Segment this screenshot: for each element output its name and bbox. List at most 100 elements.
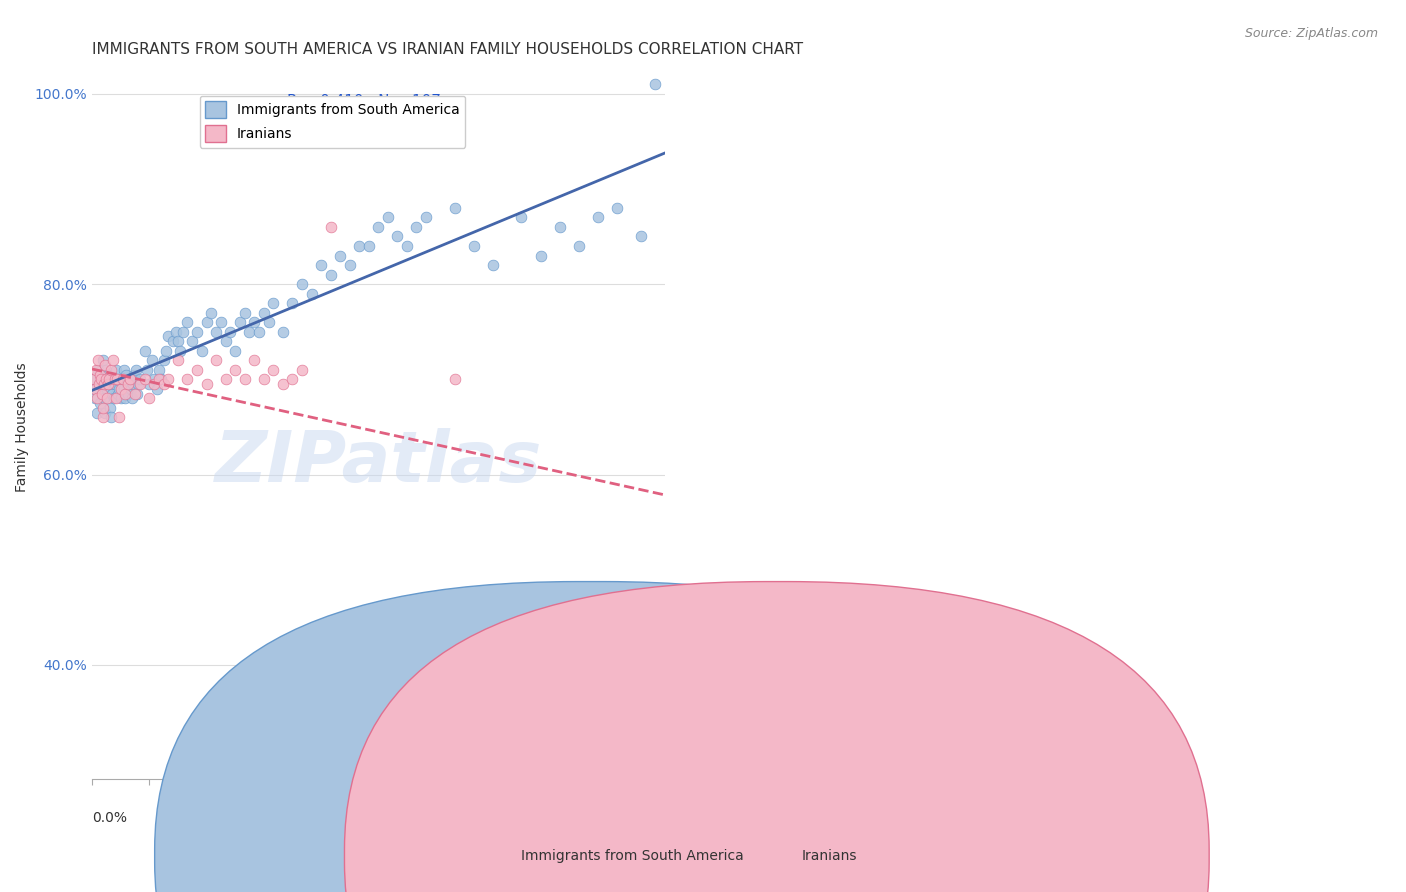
Point	[309, 258, 332, 272]
Point	[205, 353, 228, 368]
Point	[125, 363, 148, 377]
Point	[443, 201, 465, 215]
Point	[214, 372, 236, 386]
Point	[176, 372, 198, 386]
Point	[238, 325, 260, 339]
Point	[157, 372, 180, 386]
Point	[134, 343, 156, 358]
Point	[127, 377, 149, 392]
Point	[91, 353, 114, 368]
Point	[281, 296, 304, 310]
Point	[97, 377, 120, 392]
Point	[214, 334, 236, 349]
Point	[148, 372, 170, 386]
Point	[510, 753, 533, 767]
Point	[138, 392, 160, 406]
Point	[167, 334, 190, 349]
Point	[243, 315, 266, 329]
Point	[329, 248, 352, 262]
Point	[122, 368, 145, 382]
Point	[90, 386, 112, 401]
Point	[87, 353, 110, 368]
Point	[84, 363, 107, 377]
Point	[200, 306, 222, 320]
Point	[115, 368, 138, 382]
Text: R = 0.410   N = 107: R = 0.410 N = 107	[287, 95, 440, 110]
Point	[167, 353, 190, 368]
Point	[83, 372, 105, 386]
Point	[83, 382, 105, 396]
Text: ZIPatlas: ZIPatlas	[215, 427, 541, 497]
Point	[117, 377, 139, 392]
Point	[114, 392, 136, 406]
Point	[291, 363, 314, 377]
Point	[83, 372, 105, 386]
Point	[104, 392, 127, 406]
Point	[630, 229, 652, 244]
Legend: Immigrants from South America, Iranians: Immigrants from South America, Iranians	[200, 95, 465, 147]
Point	[94, 358, 117, 372]
Point	[124, 372, 146, 386]
Point	[243, 353, 266, 368]
Point	[387, 229, 409, 244]
Point	[247, 325, 270, 339]
Point	[176, 315, 198, 329]
Point	[96, 363, 118, 377]
Point	[93, 401, 115, 415]
Point	[205, 325, 228, 339]
Point	[155, 343, 177, 358]
Point	[347, 239, 370, 253]
Point	[152, 353, 174, 368]
Point	[107, 386, 129, 401]
Point	[96, 372, 118, 386]
Point	[395, 239, 418, 253]
Point	[100, 410, 122, 425]
Point	[152, 377, 174, 392]
Text: R = 0.026   N =  53: R = 0.026 N = 53	[287, 122, 436, 137]
Point	[107, 410, 129, 425]
Text: Source: ZipAtlas.com: Source: ZipAtlas.com	[1244, 27, 1378, 40]
Point	[415, 211, 437, 225]
Point	[271, 377, 294, 392]
Point	[186, 325, 208, 339]
Text: Immigrants from South America: Immigrants from South America	[522, 849, 744, 863]
Point	[83, 392, 105, 406]
Point	[463, 239, 485, 253]
Point	[291, 277, 314, 291]
Point	[482, 258, 505, 272]
Point	[93, 392, 115, 406]
Point	[98, 401, 121, 415]
Point	[181, 334, 204, 349]
Point	[120, 372, 142, 386]
Point	[114, 382, 136, 396]
Point	[121, 392, 143, 406]
Point	[98, 377, 121, 392]
Point	[510, 211, 533, 225]
Point	[271, 325, 294, 339]
Point	[148, 363, 170, 377]
Point	[103, 392, 125, 406]
Point	[105, 372, 128, 386]
Point	[86, 406, 108, 420]
Point	[110, 382, 132, 396]
Point	[117, 377, 139, 392]
Point	[111, 372, 134, 386]
Point	[104, 377, 127, 392]
Point	[195, 377, 218, 392]
Point	[93, 372, 115, 386]
Y-axis label: Family Households: Family Households	[15, 362, 30, 491]
Point	[104, 372, 127, 386]
Point	[89, 396, 111, 410]
Point	[134, 372, 156, 386]
Point	[111, 377, 134, 392]
Point	[101, 353, 124, 368]
Point	[107, 382, 129, 396]
Point	[568, 239, 591, 253]
Point	[169, 343, 191, 358]
Point	[141, 353, 163, 368]
Point	[97, 368, 120, 382]
Point	[219, 325, 242, 339]
Point	[224, 343, 246, 358]
Point	[120, 382, 142, 396]
Point	[143, 372, 166, 386]
